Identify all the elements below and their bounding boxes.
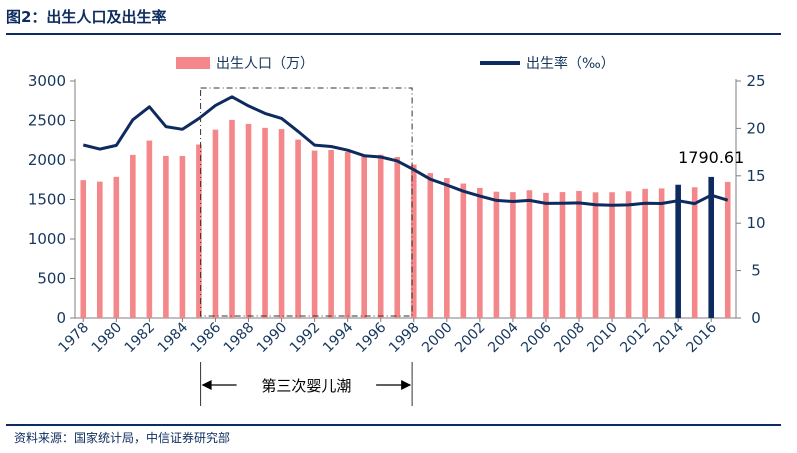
- bar: [559, 192, 566, 318]
- value-label: 1790.61: [678, 148, 744, 167]
- bar: [80, 180, 87, 318]
- birth-rate-line: [82, 95, 729, 207]
- y-right-tick-label: 10: [746, 214, 765, 232]
- bar: [146, 140, 153, 318]
- y-left-tick-label: 1000: [28, 230, 66, 248]
- bar: [724, 181, 731, 318]
- bar: [625, 191, 632, 318]
- bar: [344, 151, 351, 318]
- legend-line-swatch: [480, 61, 520, 65]
- bar: [394, 156, 401, 318]
- x-tick-label: 1996: [353, 319, 390, 356]
- birth-chart: 0500100015002000250030000510152025197819…: [28, 55, 766, 406]
- bar: [163, 155, 169, 318]
- bar: [328, 150, 334, 318]
- source-divider: [6, 424, 781, 426]
- bar: [245, 123, 252, 318]
- highlighted-bar: [708, 176, 715, 318]
- bar: [609, 192, 615, 318]
- x-tick-label: 2012: [617, 320, 654, 357]
- y-left-tick-label: 2000: [28, 151, 66, 169]
- bar: [526, 190, 533, 318]
- bar: [262, 127, 268, 318]
- bar: [543, 192, 549, 318]
- bars-layer: [80, 119, 731, 318]
- x-tick-label: 2016: [684, 319, 721, 356]
- y-left-tick-label: 2500: [28, 112, 66, 130]
- bar: [113, 176, 120, 318]
- x-tick-label: 1994: [320, 319, 357, 356]
- boom-arrow-right-head: [401, 380, 412, 390]
- x-tick-label: 2010: [584, 320, 621, 357]
- baby-boom-label: 第三次婴儿潮: [261, 377, 351, 395]
- bar: [427, 173, 434, 318]
- y-right-tick-label: 0: [751, 309, 761, 327]
- y-left-tick-label: 3000: [28, 72, 66, 90]
- y-left-tick-label: 1500: [28, 191, 66, 209]
- line-layer: [82, 95, 729, 207]
- legend-bar-label: 出生人口（万）: [216, 56, 314, 72]
- x-tick-label: 1980: [89, 320, 126, 357]
- legend-layer: 出生人口（万） 出生率（‰）: [176, 55, 615, 72]
- bar: [658, 188, 665, 318]
- x-tick-label: 2006: [518, 319, 555, 356]
- x-tick-label: 2004: [485, 319, 522, 356]
- highlighted-bar: [675, 184, 681, 318]
- x-tick-label: 2008: [551, 320, 588, 357]
- bar: [691, 187, 698, 318]
- y-right-tick-label: 15: [746, 167, 765, 185]
- x-tick-label: 1988: [221, 320, 258, 357]
- bar: [460, 183, 467, 318]
- bar: [361, 155, 367, 318]
- bar: [493, 191, 500, 318]
- bar: [179, 156, 186, 318]
- bar: [444, 178, 450, 318]
- x-tick-label: 1984: [155, 319, 192, 356]
- bar: [510, 192, 516, 318]
- x-tick-label: 2000: [419, 320, 456, 357]
- bar: [212, 129, 219, 318]
- bar: [377, 154, 384, 318]
- bar: [477, 187, 483, 318]
- bar: [592, 192, 599, 318]
- annotation-layer: 1790.61 第三次婴儿潮: [200, 87, 744, 406]
- y-left-tick-label: 500: [37, 270, 66, 288]
- chart-title: 图2：出生人口及出生率: [6, 8, 167, 26]
- source-note: 资料来源：国家统计局，中信证券研究部: [14, 431, 231, 445]
- x-tick-label: 1982: [122, 320, 159, 357]
- y-right-tick-label: 5: [751, 262, 761, 280]
- x-tick-label: 1986: [188, 319, 225, 356]
- bar: [295, 139, 301, 318]
- bar: [576, 190, 582, 318]
- title-divider: [6, 33, 781, 35]
- bar: [229, 119, 235, 318]
- x-tick-label: 1990: [254, 320, 291, 357]
- x-tick-label: 2002: [452, 320, 489, 357]
- bar: [311, 150, 318, 318]
- y-right-tick-label: 20: [746, 119, 765, 137]
- x-tick-label: 1992: [287, 320, 324, 357]
- y-right-tick-label: 25: [746, 72, 765, 90]
- bar: [130, 154, 136, 318]
- bar: [278, 129, 285, 318]
- bar: [642, 188, 648, 318]
- x-tick-label: 1998: [386, 320, 423, 357]
- y-left-tick-label: 0: [56, 309, 66, 327]
- bar: [96, 181, 103, 318]
- bar: [410, 164, 417, 318]
- legend-line-label: 出生率（‰）: [526, 55, 615, 72]
- bar: [196, 144, 202, 318]
- x-tick-label: 2014: [650, 319, 687, 356]
- baby-boom-box: [200, 87, 413, 317]
- boom-arrow-left-head: [201, 380, 212, 390]
- legend-bar-swatch: [176, 57, 210, 69]
